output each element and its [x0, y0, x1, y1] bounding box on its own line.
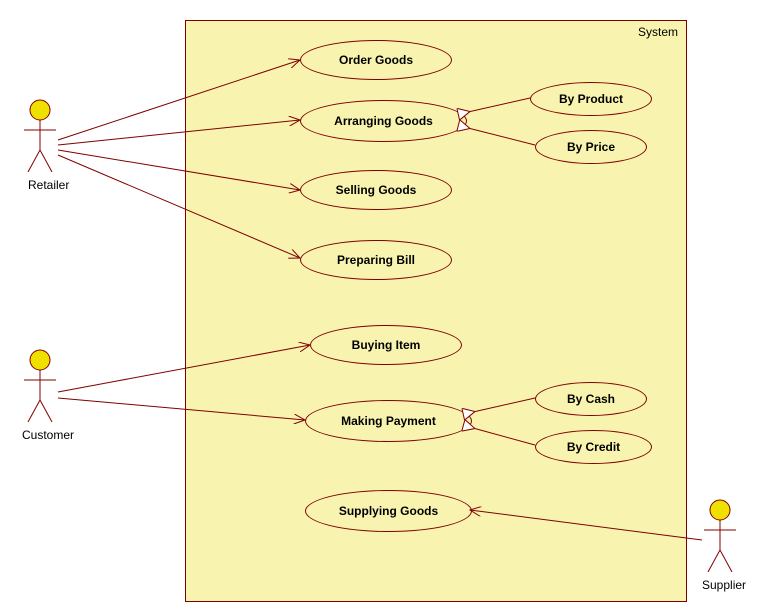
usecase-by-product: By Product	[530, 82, 652, 116]
actor-customer	[24, 350, 56, 422]
usecase-preparing-bill: Preparing Bill	[300, 240, 452, 280]
usecase-arranging-goods: Arranging Goods	[300, 100, 467, 142]
actor-label-supplier: Supplier	[702, 578, 746, 592]
usecase-selling-goods: Selling Goods	[300, 170, 452, 210]
system-label: System	[638, 25, 678, 39]
usecase-by-cash: By Cash	[535, 382, 647, 416]
usecase-by-credit: By Credit	[535, 430, 652, 464]
usecase-buying-item: Buying Item	[310, 325, 462, 365]
actor-supplier	[704, 500, 736, 572]
usecase-by-price: By Price	[535, 130, 647, 164]
actor-label-customer: Customer	[22, 428, 74, 442]
usecase-diagram: System Order Goods Arranging Goods By Prod…	[0, 0, 776, 612]
usecase-order-goods: Order Goods	[300, 40, 452, 80]
actor-retailer	[24, 100, 56, 172]
usecase-making-payment: Making Payment	[305, 400, 472, 442]
usecase-supplying-goods: Supplying Goods	[305, 490, 472, 532]
actor-label-retailer: Retailer	[28, 178, 69, 192]
